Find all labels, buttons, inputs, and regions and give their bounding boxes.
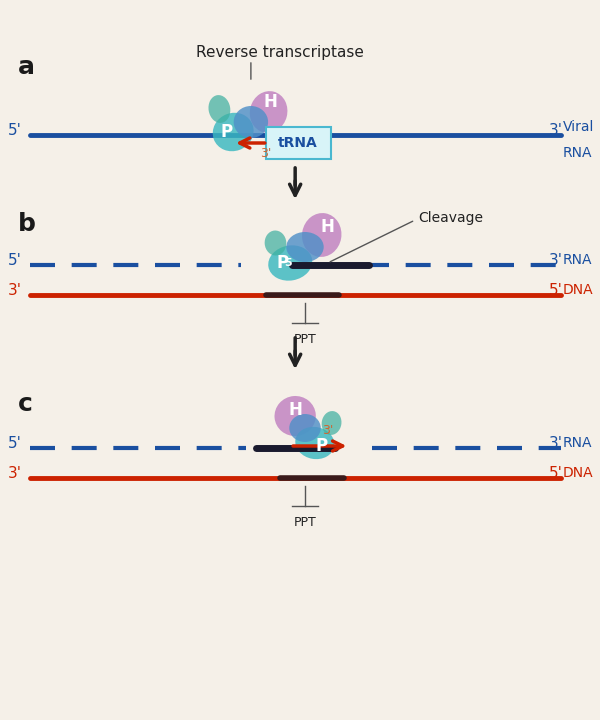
Ellipse shape — [213, 113, 254, 151]
Text: H: H — [320, 218, 335, 236]
Ellipse shape — [268, 246, 312, 281]
Text: P: P — [277, 254, 289, 272]
Text: P: P — [316, 437, 328, 455]
Text: 5': 5' — [8, 122, 22, 138]
Text: H: H — [288, 401, 302, 419]
Text: PPT: PPT — [293, 333, 316, 346]
Text: Cleavage: Cleavage — [418, 211, 483, 225]
Text: c: c — [18, 392, 32, 416]
Text: P: P — [220, 123, 232, 141]
Text: RNA: RNA — [563, 146, 592, 160]
Text: RNA: RNA — [563, 436, 592, 450]
Text: 3': 3' — [322, 423, 334, 436]
Text: 5': 5' — [8, 436, 22, 451]
Ellipse shape — [233, 106, 268, 138]
Text: a: a — [18, 55, 35, 79]
Ellipse shape — [250, 91, 287, 133]
Text: H: H — [263, 93, 278, 111]
Text: DNA: DNA — [563, 466, 593, 480]
Text: 5: 5 — [284, 258, 292, 268]
Ellipse shape — [322, 411, 341, 435]
Text: RNA: RNA — [563, 253, 592, 267]
Ellipse shape — [302, 213, 341, 257]
Text: Reverse transcriptase: Reverse transcriptase — [196, 45, 364, 60]
Ellipse shape — [289, 414, 321, 442]
Text: 3': 3' — [549, 253, 563, 268]
Text: 3': 3' — [260, 146, 271, 160]
Text: DNA: DNA — [563, 283, 593, 297]
Ellipse shape — [208, 95, 230, 123]
Text: 3': 3' — [549, 122, 563, 138]
Text: 5': 5' — [8, 253, 22, 268]
Ellipse shape — [286, 232, 323, 262]
Text: 3': 3' — [549, 436, 563, 451]
Text: 3': 3' — [8, 466, 22, 480]
Text: PPT: PPT — [293, 516, 316, 529]
Text: tRNA: tRNA — [278, 136, 318, 150]
Ellipse shape — [275, 396, 316, 436]
Text: 5': 5' — [549, 466, 563, 480]
Text: 5': 5' — [549, 282, 563, 297]
Ellipse shape — [295, 427, 334, 459]
Text: b: b — [18, 212, 35, 236]
Text: 3': 3' — [8, 282, 22, 297]
Ellipse shape — [265, 230, 286, 256]
FancyBboxPatch shape — [266, 127, 331, 159]
Text: Viral: Viral — [563, 120, 594, 134]
